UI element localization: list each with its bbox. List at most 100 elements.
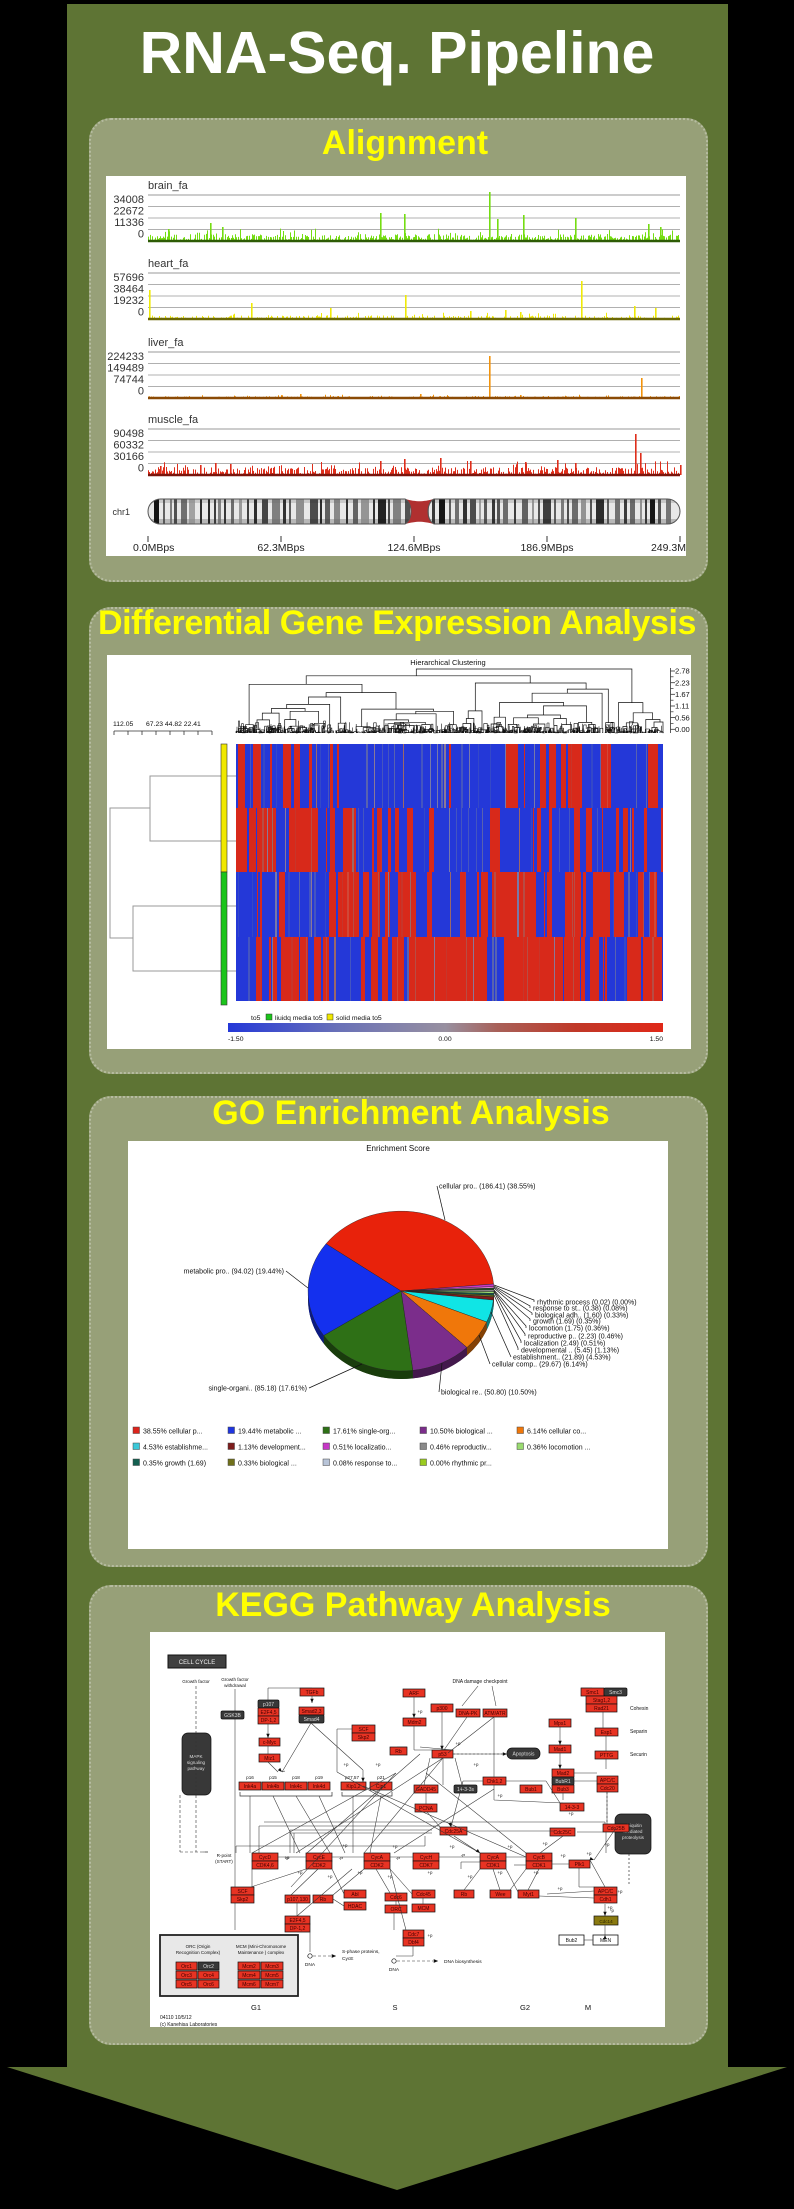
svg-text:04110 10/5/12: 04110 10/5/12: [160, 2015, 192, 2021]
svg-text:38.55% cellular p...: 38.55% cellular p...: [143, 1429, 203, 1436]
svg-text:Cdc6: Cdc6: [390, 1895, 402, 1901]
svg-text:Apoptosis: Apoptosis: [513, 1752, 535, 1758]
svg-text:0: 0: [138, 386, 144, 398]
svg-text:Bub3: Bub3: [557, 1787, 569, 1793]
svg-text:HDAC: HDAC: [348, 1904, 363, 1910]
svg-text:-P: -P: [461, 1853, 465, 1858]
svg-text:(START): (START): [215, 1859, 233, 1864]
svg-text:-P: -P: [396, 1856, 400, 1861]
svg-text:+p: +p: [342, 1843, 348, 1848]
svg-text:Maintenance ) complex: Maintenance ) complex: [238, 1950, 285, 1955]
svg-text:Skp2: Skp2: [237, 1897, 249, 1903]
svg-text:single-organi.. (85.18) (17.6: single-organi.. (85.18) (17.61%): [209, 1386, 307, 1393]
svg-text:0.08% response to...: 0.08% response to...: [333, 1461, 397, 1468]
svg-text:CycD: CycD: [259, 1855, 272, 1861]
svg-text:+p: +p: [507, 1844, 513, 1849]
svg-text:Growth factor: Growth factor: [221, 1677, 249, 1682]
svg-text:Ink4d: Ink4d: [313, 1784, 325, 1790]
svg-text:DNA-PK: DNA-PK: [459, 1711, 479, 1717]
svg-text:Mps1: Mps1: [554, 1721, 566, 1727]
svg-text:Cdc7: Cdc7: [408, 1932, 420, 1938]
svg-text:TGFb: TGFb: [306, 1690, 319, 1696]
svg-text:GSK3B: GSK3B: [224, 1713, 241, 1719]
svg-text:ORC: ORC: [390, 1907, 402, 1913]
svg-text:0.00% rhythmic pr...: 0.00% rhythmic pr...: [430, 1461, 492, 1468]
svg-text:S-phase proteins,: S-phase proteins,: [342, 1949, 380, 1955]
svg-text:+p: +p: [357, 1870, 363, 1875]
svg-text:cellular pro.. (186.41) (38.5: cellular pro.. (186.41) (38.55%): [439, 1184, 536, 1191]
svg-text:+p: +p: [455, 1741, 461, 1746]
svg-text:Rb: Rb: [461, 1892, 468, 1898]
svg-text:22672: 22672: [113, 206, 144, 218]
svg-text:Mcm3: Mcm3: [265, 1964, 279, 1970]
svg-text:CycE: CycE: [313, 1855, 326, 1861]
svg-text:+p: +p: [557, 1886, 563, 1891]
svg-text:112.05: 112.05: [113, 721, 134, 728]
svg-text:Bub1: Bub1: [525, 1787, 537, 1793]
svg-text:APC/C: APC/C: [598, 1889, 614, 1895]
svg-text:p18: p18: [292, 1775, 300, 1780]
svg-text:biological adh.. (1.60) (0.33: biological adh.. (1.60) (0.33%): [535, 1313, 628, 1320]
svg-text:p107: p107: [263, 1702, 274, 1708]
svg-text:G2: G2: [520, 2003, 530, 2012]
svg-text:11336: 11336: [114, 217, 144, 229]
svg-text:CycH: CycH: [420, 1855, 433, 1861]
svg-text:CDK2: CDK2: [370, 1863, 384, 1869]
svg-text:Cip1: Cip1: [376, 1784, 387, 1790]
svg-text:Ink4b: Ink4b: [267, 1784, 279, 1790]
svg-text:p107,130: p107,130: [287, 1897, 308, 1903]
svg-text:Stag1,2: Stag1,2: [593, 1698, 610, 1704]
svg-text:Rb: Rb: [395, 1749, 402, 1755]
svg-text:Orc6: Orc6: [203, 1982, 214, 1988]
svg-text:1.50: 1.50: [650, 1036, 663, 1043]
svg-text:MCM (Mini-Chromosome: MCM (Mini-Chromosome: [236, 1944, 287, 1949]
svg-text:Hierarchical Clustering: Hierarchical Clustering: [410, 658, 485, 667]
svg-text:pathway: pathway: [187, 1766, 205, 1771]
svg-text:rhythmic process (0.02) (0.00: rhythmic process (0.02) (0.00%): [537, 1300, 637, 1307]
svg-text:-P: -P: [285, 1856, 289, 1861]
svg-text:CELL CYCLE: CELL CYCLE: [179, 1660, 215, 1666]
svg-text:CycA: CycA: [487, 1855, 500, 1861]
svg-text:DNA: DNA: [305, 1962, 316, 1968]
svg-text:0.35% growth (1.69): 0.35% growth (1.69): [143, 1461, 206, 1468]
svg-text:Cdc45: Cdc45: [416, 1892, 431, 1898]
svg-text:0.56: 0.56: [675, 713, 690, 722]
svg-text:Mcm2: Mcm2: [242, 1964, 256, 1970]
svg-text:+p: +p: [607, 1905, 613, 1910]
svg-text:PCNA: PCNA: [419, 1806, 434, 1812]
svg-text:reproductive p.. (2.23) (0.46: reproductive p.. (2.23) (0.46%): [528, 1334, 623, 1341]
svg-text:to5: to5: [251, 1015, 261, 1022]
svg-text:cellular comp.. (29.67) (6.14: cellular comp.. (29.67) (6.14%): [492, 1362, 588, 1369]
svg-text:Ubiquitin: Ubiquitin: [624, 1823, 642, 1828]
svg-text:Chk1,2: Chk1,2: [487, 1779, 503, 1785]
svg-text:+p: +p: [343, 1762, 349, 1767]
svg-text:+p: +p: [449, 1844, 455, 1849]
svg-text:liuidq media to5: liuidq media to5: [275, 1015, 323, 1022]
svg-text:2.23: 2.23: [675, 678, 690, 687]
svg-text:muscle_fa: muscle_fa: [148, 414, 199, 426]
svg-text:Myt1: Myt1: [523, 1892, 534, 1898]
svg-text:62.3MBps: 62.3MBps: [257, 542, 304, 554]
svg-text:Cdh1: Cdh1: [600, 1897, 612, 1903]
svg-text:brain_fa: brain_fa: [148, 180, 189, 192]
svg-text:0.36% locomotion ...: 0.36% locomotion ...: [527, 1445, 590, 1452]
svg-text:Cdc25C: Cdc25C: [553, 1830, 571, 1836]
svg-text:Mad1: Mad1: [554, 1747, 567, 1753]
svg-text:Orc5: Orc5: [181, 1982, 192, 1988]
svg-text:DP-1,2: DP-1,2: [290, 1926, 306, 1932]
svg-text:+p: +p: [560, 1853, 566, 1858]
svg-text:Cohesin: Cohesin: [630, 1706, 649, 1712]
svg-text:p16: p16: [246, 1775, 254, 1780]
svg-text:Recognition Complex): Recognition Complex): [176, 1950, 221, 1955]
svg-text:1.11: 1.11: [675, 702, 689, 711]
svg-text:GADD45: GADD45: [416, 1787, 436, 1793]
svg-text:-p: -p: [610, 1908, 614, 1913]
svg-text:Mcm5: Mcm5: [265, 1973, 279, 1979]
svg-text:c-Myc: c-Myc: [263, 1740, 277, 1746]
svg-text:locomotion (1.75) (0.36%): locomotion (1.75) (0.36%): [529, 1326, 610, 1333]
svg-text:Orc3: Orc3: [181, 1973, 192, 1979]
svg-text:Cdc14: Cdc14: [599, 1919, 613, 1924]
svg-text:MCM: MCM: [418, 1906, 430, 1912]
svg-text:CDK1: CDK1: [532, 1863, 546, 1869]
svg-text:+p: +p: [568, 1811, 574, 1816]
